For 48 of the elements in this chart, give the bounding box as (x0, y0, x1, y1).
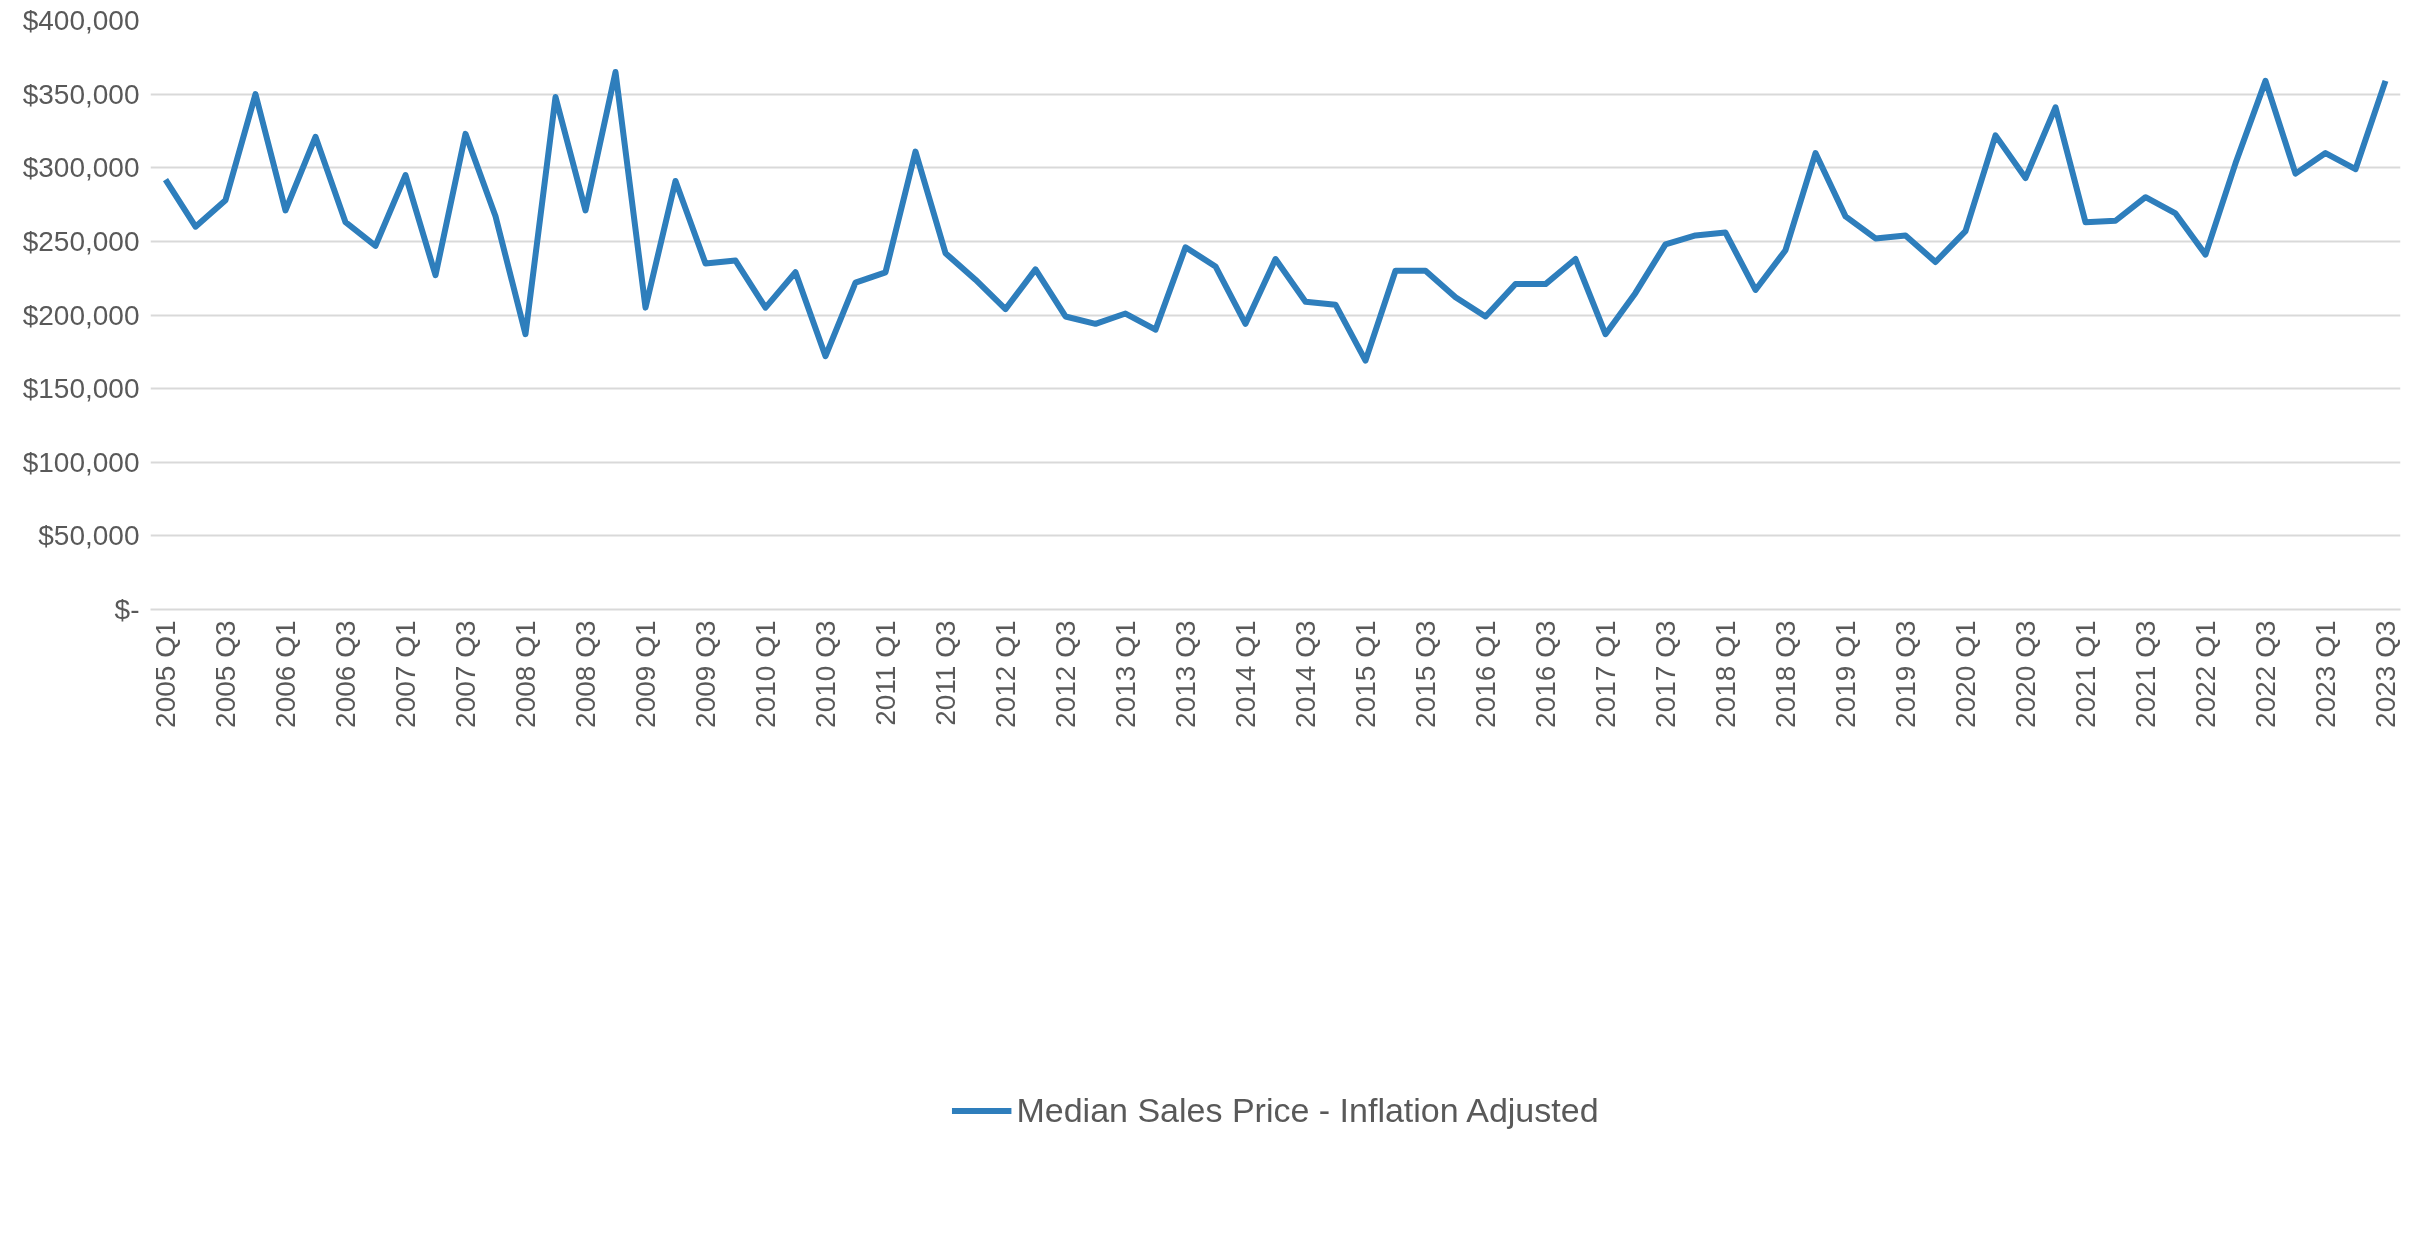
y-tick-label: $350,000 (22, 78, 140, 110)
x-tick-label: 2011 Q3 (930, 620, 961, 726)
x-tick-label: 2013 Q3 (1170, 620, 1201, 728)
x-tick-label: 2008 Q3 (570, 620, 601, 728)
x-tick-label: 2016 Q3 (1530, 620, 1561, 728)
x-tick-label: 2023 Q1 (2310, 620, 2341, 728)
x-tick-label: 2006 Q1 (270, 620, 301, 728)
x-tick-label: 2012 Q3 (1050, 620, 1081, 728)
x-tick-label: 2019 Q3 (1890, 620, 1921, 728)
x-tick-label: 2011 Q1 (870, 620, 901, 726)
x-tick-label: 2016 Q1 (1470, 620, 1501, 728)
x-tick-label: 2015 Q3 (1410, 620, 1441, 728)
x-tick-label: 2021 Q1 (2070, 620, 2101, 728)
x-tick-label: 2021 Q3 (2130, 620, 2161, 728)
y-tick-label: $150,000 (22, 373, 140, 405)
x-tick-label: 2022 Q1 (2190, 620, 2221, 728)
x-tick-label: 2009 Q3 (690, 620, 721, 728)
x-tick-label: 2022 Q3 (2250, 620, 2281, 728)
x-tick-label: 2017 Q3 (1650, 620, 1681, 728)
x-tick-label: 2014 Q1 (1230, 620, 1261, 728)
x-tick-label: 2014 Q3 (1290, 620, 1321, 728)
x-tick-label: 2009 Q1 (630, 620, 661, 728)
x-tick-label: 2010 Q3 (810, 620, 841, 728)
x-tick-label: 2018 Q3 (1770, 620, 1801, 728)
legend-label: Median Sales Price - Inflation Adjusted (1016, 1090, 1599, 1130)
x-tick-label: 2010 Q1 (750, 620, 781, 728)
x-tick-label: 2005 Q1 (150, 620, 181, 728)
y-tick-label: $50,000 (38, 520, 140, 552)
x-tick-label: 2013 Q1 (1110, 620, 1141, 728)
x-tick-label: 2008 Q1 (510, 620, 541, 728)
x-tick-label: 2006 Q3 (330, 620, 361, 728)
x-tick-label: 2020 Q1 (1950, 620, 1981, 728)
y-tick-label: $250,000 (22, 225, 140, 257)
x-tick-label: 2007 Q3 (450, 620, 481, 728)
x-tick-label: 2020 Q3 (2010, 620, 2041, 728)
y-tick-label: $100,000 (22, 446, 140, 478)
x-tick-label: 2015 Q1 (1350, 620, 1381, 728)
x-tick-label: 2023 Q3 (2370, 620, 2401, 728)
x-tick-label: 2019 Q1 (1830, 620, 1861, 728)
y-tick-label: $300,000 (22, 152, 140, 184)
y-tick-label: $400,000 (22, 5, 140, 36)
x-tick-label: 2018 Q1 (1710, 620, 1741, 728)
y-tick-label: $- (114, 594, 140, 625)
y-tick-label: $200,000 (22, 299, 140, 331)
x-tick-label: 2017 Q1 (1590, 620, 1621, 728)
x-tick-label: 2007 Q1 (390, 620, 421, 728)
x-tick-label: 2005 Q3 (210, 620, 241, 728)
x-tick-label: 2012 Q1 (990, 620, 1021, 728)
